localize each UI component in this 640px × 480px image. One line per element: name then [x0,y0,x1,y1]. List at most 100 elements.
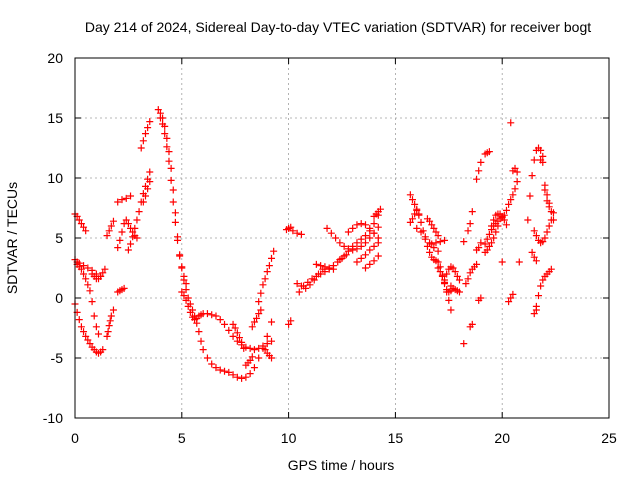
series-arc-59 [515,258,523,266]
series-arc-48 [473,239,485,254]
series-arc-39 [428,236,449,248]
data-point [86,287,94,295]
data-point [549,209,557,217]
data-point [120,284,128,292]
data-point [507,294,515,302]
data-point [344,247,352,255]
data-point [133,216,141,224]
series-arc-24 [285,317,295,328]
data-point [171,218,179,226]
data-point [154,106,162,114]
data-point [80,223,88,231]
data-point [248,353,256,361]
series-arc-58 [509,164,521,176]
data-point [434,258,442,266]
series-arc-53 [481,222,502,256]
data-point [376,205,384,213]
data-point [246,344,254,352]
data-point [105,227,113,235]
series-arc-34 [370,205,384,220]
data-point [481,240,489,248]
data-point [184,302,192,310]
data-point [107,312,115,320]
series-arc-23 [282,223,295,234]
series-arc-20 [248,306,265,331]
data-point [449,264,457,272]
data-point [208,360,216,368]
series-arc-4 [71,300,107,357]
data-point [545,199,553,207]
series-arc-41 [441,263,463,284]
series-arc-50 [475,294,485,304]
data-point [511,185,519,193]
series-arc-22 [261,346,276,362]
data-point [118,228,126,236]
data-point [432,239,440,247]
data-point [357,235,365,243]
data-point [235,334,243,342]
series-arc-16 [156,114,190,288]
data-point [344,228,352,236]
data-point [488,239,496,247]
series-arc-60 [524,144,557,224]
plot-frame [74,57,610,419]
series-arc-19 [242,353,256,369]
y-tick-label: 10 [47,170,63,186]
series-arc-14 [139,178,154,206]
data-point [295,288,303,296]
x-tick-label: 15 [388,430,404,446]
data-point [253,314,261,322]
data-point [285,320,293,328]
data-point [109,217,117,225]
data-point [261,275,269,283]
data-point [124,220,132,228]
data-point [263,332,271,340]
series-arc-21 [255,247,278,306]
data-point [225,368,233,376]
series-arc-9 [114,220,128,252]
data-point [366,234,374,242]
series-arc-15 [154,106,276,382]
series-arc-36 [406,206,455,296]
data-point [460,340,468,348]
series-arc-38 [423,215,442,240]
data-point [408,196,416,204]
data-point [144,185,152,193]
series-arc-61 [530,209,557,247]
series-arc-10 [114,192,135,206]
series-arc-56 [507,119,515,127]
data-point [353,245,361,253]
data-point [86,340,94,348]
series-arc-7 [103,217,117,240]
data-point [509,290,517,298]
data-point [507,196,515,204]
data-point [374,223,382,231]
data-point [539,152,547,160]
x-tick-label: 20 [494,430,510,446]
data-point [127,192,135,200]
data-point [325,264,333,272]
data-point [146,118,154,126]
data-point [475,167,483,175]
data-point [306,281,314,289]
data-point [257,306,265,314]
data-point [289,227,297,235]
data-point [430,224,438,232]
data-point [75,316,83,324]
data-point [176,251,184,259]
data-point [406,191,414,199]
data-point [250,346,258,354]
y-tick-label: 5 [55,230,63,246]
data-point [133,234,141,242]
data-point [268,337,276,345]
series-arc-33 [361,252,382,272]
axis-ticks: 0 5 10 15 20 25 -10 -5 0 5 10 15 20 [43,50,617,446]
data-point [447,306,455,314]
series-arc-37 [413,224,442,255]
data-point [336,239,344,247]
data-point [417,218,425,226]
data-point [455,288,463,296]
data-point [366,224,374,232]
series-arc-62 [528,248,540,265]
